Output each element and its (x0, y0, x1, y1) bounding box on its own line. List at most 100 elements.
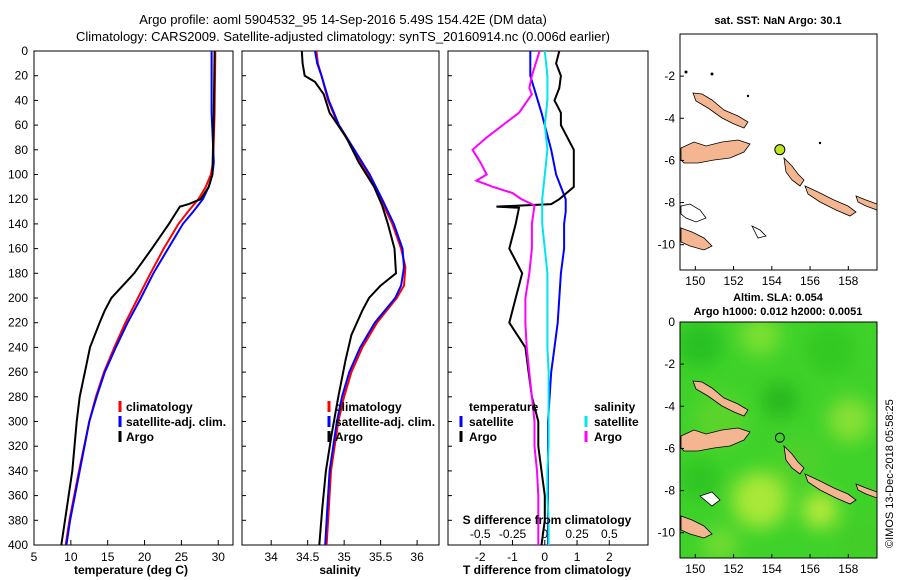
legend-climatology: climatology (335, 400, 402, 414)
depth-tick-label: 320 (8, 439, 28, 453)
salinity-panel (241, 50, 440, 546)
coastline-islet (751, 225, 767, 239)
depth-tick-label: 180 (8, 266, 28, 280)
map-x-tick-label: 150 (685, 562, 705, 576)
coastline-small (680, 203, 707, 223)
legend-argo: Argo (126, 430, 154, 444)
sla-map-yticks: 0 -2 -4 -6 -8 -10 (658, 315, 684, 540)
legend-climatology: climatology (126, 400, 193, 414)
white-patch (699, 491, 721, 507)
map-y-tick-label: 0 (668, 315, 675, 329)
map-y-tick-label: -6 (664, 441, 675, 455)
map-y-tick-label: -6 (664, 153, 675, 167)
series-line-satellite-adj-clim- (314, 50, 406, 546)
salinity-series (300, 50, 407, 546)
temperature-panel (33, 50, 234, 546)
legend-salinity-heading: salinity (594, 400, 636, 414)
map-x-tick-label: 156 (800, 562, 820, 576)
legend-t-argo: Argo (469, 430, 497, 444)
solomon-islands-east (855, 483, 877, 499)
x-tick-label: 34.5 (296, 550, 320, 564)
float-location-marker (774, 432, 785, 443)
depth-tick-label: 300 (8, 415, 28, 429)
map-y-tick-label: -2 (664, 357, 675, 371)
temperature-legend: climatology satellite-adj. clim. Argo (118, 400, 226, 444)
map-y-tick-label: -4 (664, 399, 675, 413)
x-tick-label: 2 (606, 550, 613, 564)
map-y-tick-label: -8 (664, 484, 675, 498)
depth-tick-label: 260 (8, 365, 28, 379)
title-line-2: Climatology: CARS2009. Satellite-adjuste… (76, 29, 610, 44)
islet-3 (746, 94, 750, 98)
x-tick-label: 0 (541, 550, 548, 564)
map-y-tick-label: -4 (664, 111, 675, 125)
new-ireland-island (692, 380, 749, 417)
legend-temperature-heading: temperature (469, 400, 539, 414)
difference-xlabel: T difference from climatology (463, 563, 631, 577)
new-ireland-island (692, 92, 749, 129)
s-diff-tick-label: -0.25 (499, 527, 527, 541)
depth-tick-label: 160 (8, 242, 28, 256)
depth-ticks (34, 50, 452, 546)
islet-2 (710, 72, 714, 76)
legend-t-satellite: satellite (469, 415, 514, 429)
temperature-xlabel: temperature (deg C) (74, 563, 188, 577)
map-x-tick-label: 152 (724, 274, 744, 288)
x-tick-label: 20 (138, 550, 152, 564)
depth-tick-label: 220 (8, 316, 28, 330)
depth-tick-label: 380 (8, 513, 28, 527)
solomon-islands (804, 185, 857, 217)
x-tick-label: 10 (64, 550, 78, 564)
map-x-tick-label: 150 (685, 274, 705, 288)
map-x-tick-label: 152 (724, 562, 744, 576)
depth-tick-label: 20 (15, 69, 29, 83)
salinity-xlabel: salinity (319, 563, 361, 577)
title-line-1: Argo profile: aoml 5904532_95 14-Sep-201… (139, 12, 547, 27)
depth-tick-label: 400 (8, 538, 28, 552)
difference-legend: temperature satellite Argo salinity sate… (459, 400, 639, 444)
temperature-series (60, 50, 217, 546)
sla-map-xticks: 150 152 154 156 158 (685, 554, 859, 576)
depth-tick-label: 340 (8, 464, 28, 478)
x-tick-label: 5 (31, 550, 38, 564)
legend-satellite-adj: satellite-adj. clim. (126, 415, 226, 429)
map-x-tick-label: 158 (838, 562, 858, 576)
sst-map-land (680, 70, 878, 251)
sla-field (680, 322, 877, 558)
depth-tick-label: 240 (8, 340, 28, 354)
x-tick-label: 35 (337, 550, 351, 564)
s-diff-tick-label: -0.5 (470, 527, 491, 541)
temperature-xticks: 5 10 15 20 25 30 (31, 540, 225, 564)
s-diff-tick-label: 0.5 (601, 527, 618, 541)
difference-series (471, 50, 575, 546)
salinity-xticks: 34 34.5 35 35.5 36 (265, 540, 424, 564)
depth-tick-label: 140 (8, 217, 28, 231)
depth-axis: 0 20 40 60 80 100 120 140 160 180 200 220 240 260 280 3… (8, 44, 28, 552)
depth-tick-label: 60 (15, 118, 29, 132)
depth-tick-label: 120 (8, 192, 28, 206)
s-difference-label: S difference from climatology (463, 513, 632, 527)
new-britain-island (680, 427, 751, 452)
difference-xticks: -2 -1 0 1 2 (475, 540, 613, 564)
legend-s-argo: Argo (594, 430, 622, 444)
x-tick-label: -1 (507, 550, 518, 564)
depth-tick-label: 200 (8, 291, 28, 305)
x-tick-label: 25 (175, 550, 189, 564)
sla-map-frame (679, 321, 878, 559)
sst-map-title: sat. SST: NaN Argo: 30.1 (714, 15, 841, 27)
sla-map-title-line-1: Altim. SLA: 0.054 (733, 292, 824, 304)
bougainville-island (783, 156, 805, 187)
legend-argo: Argo (335, 430, 363, 444)
x-tick-label: 34 (265, 550, 279, 564)
solomon-islands-east (855, 195, 878, 211)
depth-tick-label: 80 (15, 143, 29, 157)
series-line-argo (300, 50, 398, 546)
legend-satellite-adj: satellite-adj. clim. (335, 415, 435, 429)
map-x-tick-label: 156 (800, 274, 820, 288)
depth-tick-label: 40 (15, 93, 29, 107)
x-tick-label: -2 (475, 550, 486, 564)
s-diff-tick-label: 0 (541, 527, 548, 541)
imos-stamp: ©IMOS 13-Dec-2018 05:58:25 (884, 399, 896, 548)
series-line-s-argo (471, 50, 541, 545)
new-britain-island (680, 139, 751, 164)
